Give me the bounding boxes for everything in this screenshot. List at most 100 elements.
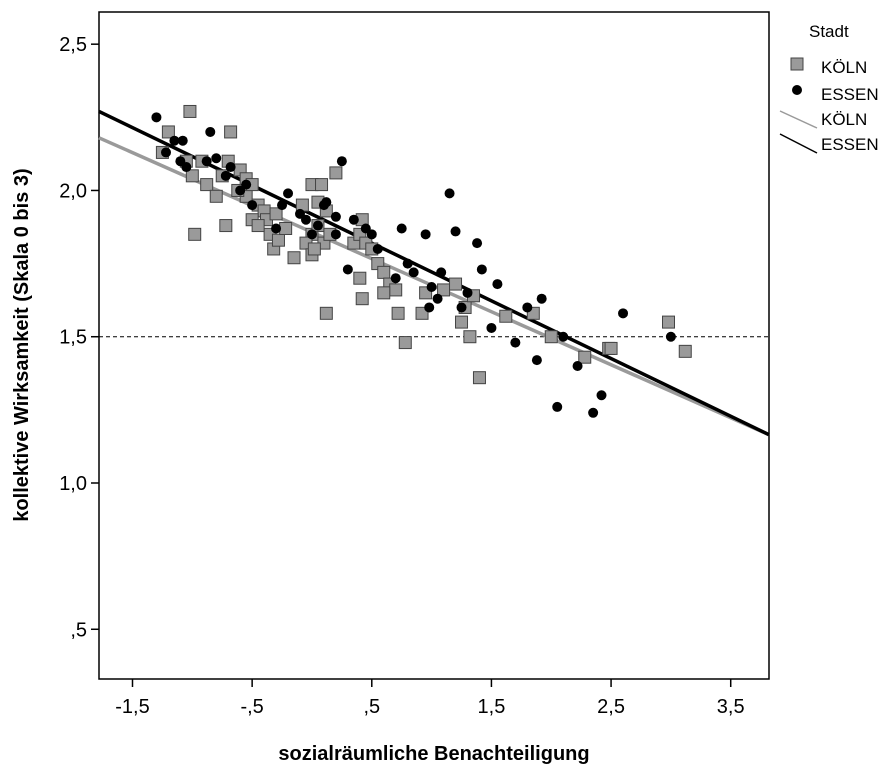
fit-line-essen	[98, 109, 770, 437]
point-koeln	[287, 251, 301, 265]
legend: Stadt KÖLN ESSEN KÖLN ESSEN	[779, 22, 879, 154]
point-essen	[321, 197, 332, 208]
x-tick-label: ,5	[363, 696, 380, 718]
point-essen	[522, 302, 533, 313]
point-essen	[330, 211, 341, 222]
point-koeln	[415, 306, 429, 320]
point-koeln	[224, 125, 238, 139]
point-koeln	[377, 265, 391, 279]
y-tick-label: 2,5	[59, 34, 87, 56]
legend-label-essen-line: ESSEN	[821, 135, 879, 154]
point-essen	[396, 223, 407, 234]
point-koeln	[398, 336, 412, 350]
point-essen	[531, 355, 542, 366]
point-essen	[312, 220, 323, 231]
point-koeln	[271, 233, 285, 247]
point-essen	[336, 156, 347, 167]
point-essen	[552, 401, 563, 412]
point-koeln	[604, 341, 618, 355]
x-axis: -1,5 -,5 ,5 1,5 2,5 3,5	[115, 679, 745, 718]
point-koeln	[449, 277, 463, 291]
point-essen	[306, 229, 317, 240]
legend-swatch-essen-line	[779, 133, 818, 154]
point-koeln	[499, 309, 513, 323]
point-essen	[618, 308, 629, 319]
point-essen	[432, 293, 443, 304]
x-tick-label: 3,5	[717, 696, 745, 718]
point-essen	[510, 337, 521, 348]
x-tick-label: 2,5	[597, 696, 625, 718]
point-essen	[161, 147, 171, 158]
point-koeln	[269, 207, 283, 221]
point-essen	[596, 390, 607, 401]
point-essen	[241, 179, 252, 190]
point-essen	[220, 170, 231, 181]
point-koeln	[183, 104, 197, 118]
legend-swatch-koeln-line	[779, 110, 818, 129]
point-koeln	[678, 344, 692, 358]
point-essen	[390, 273, 401, 284]
point-koeln	[279, 221, 293, 235]
point-koeln	[251, 219, 265, 233]
point-koeln	[185, 169, 199, 183]
point-koeln	[455, 315, 469, 329]
point-essen	[348, 214, 359, 225]
point-essen	[408, 267, 419, 278]
legend-label-koeln-marker: KÖLN	[821, 58, 867, 77]
point-essen	[205, 126, 216, 137]
point-koeln	[377, 286, 391, 300]
legend-swatch-koeln-marker	[790, 57, 804, 71]
point-essen	[300, 214, 311, 225]
y-axis-title: kollektive Wirksamkeit (Skala 0 bis 3)	[11, 168, 33, 521]
x-axis-title: sozialräumliche Benachteiligung	[278, 743, 589, 765]
point-essen	[424, 302, 435, 313]
point-essen	[456, 302, 467, 313]
y-tick-label: ,5	[70, 619, 87, 641]
point-essen	[492, 279, 503, 290]
point-essen	[536, 293, 547, 304]
point-essen	[201, 156, 212, 167]
data-points-layer	[151, 104, 692, 418]
point-koeln	[161, 125, 175, 139]
point-essen	[211, 153, 222, 164]
point-essen	[558, 331, 569, 342]
y-axis: ,5 1,0 1,5 2,0 2,5	[59, 34, 99, 641]
point-koeln	[578, 350, 592, 364]
point-essen	[486, 322, 497, 333]
point-essen	[372, 243, 383, 254]
point-koeln	[329, 166, 343, 180]
point-essen	[366, 229, 377, 240]
point-essen	[247, 200, 258, 211]
point-essen	[588, 407, 599, 418]
point-essen	[271, 223, 282, 234]
point-essen	[476, 264, 487, 275]
point-essen	[426, 281, 437, 292]
point-koeln	[353, 271, 367, 285]
point-koeln	[209, 189, 223, 203]
legend-label-koeln-line: KÖLN	[821, 110, 867, 129]
point-koeln	[219, 219, 233, 233]
plot-frame	[98, 11, 770, 680]
point-essen	[342, 264, 353, 275]
point-essen	[444, 188, 455, 199]
point-essen	[181, 162, 192, 173]
point-koeln	[544, 330, 558, 344]
point-essen	[472, 238, 483, 249]
x-tick-label: -1,5	[115, 696, 149, 718]
point-koeln	[200, 178, 214, 192]
legend-swatch-essen-marker	[792, 85, 802, 95]
legend-label-essen-marker: ESSEN	[821, 85, 879, 104]
x-tick-label: -,5	[240, 696, 263, 718]
point-koeln	[188, 227, 202, 241]
point-essen	[420, 229, 431, 240]
point-koeln	[355, 292, 369, 306]
point-koeln	[319, 306, 333, 320]
legend-title: Stadt	[809, 22, 849, 41]
point-koeln	[389, 283, 403, 297]
point-essen	[151, 112, 162, 123]
y-tick-label: 1,0	[59, 473, 87, 495]
point-koeln	[307, 242, 321, 256]
point-essen	[225, 162, 236, 173]
point-essen	[450, 226, 461, 237]
